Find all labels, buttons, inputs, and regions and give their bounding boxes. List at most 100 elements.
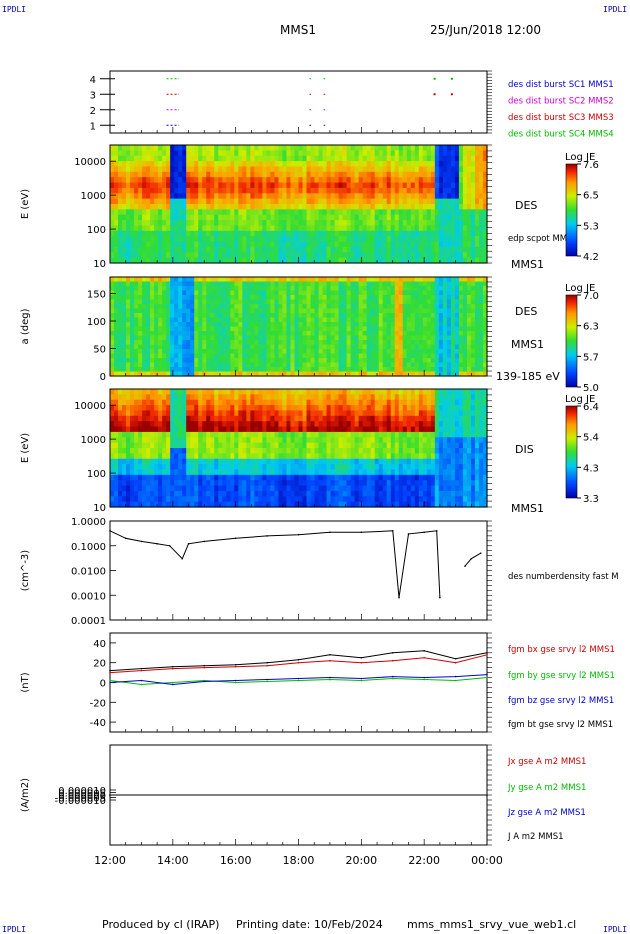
des_pitch-cell (410, 317, 416, 323)
des_energy-cell (266, 209, 272, 216)
des_pitch-cell (126, 317, 131, 323)
des_energy-cell (114, 246, 119, 253)
des_energy-cell (418, 214, 424, 221)
des_energy-cell (338, 166, 344, 173)
des_pitch-cell (398, 313, 404, 319)
des_energy-cell (282, 204, 288, 210)
des_energy-cell (470, 187, 476, 194)
des_energy-cell (150, 145, 155, 151)
des_energy-cell (298, 150, 304, 157)
des_pitch-cell (214, 322, 219, 328)
des_pitch-cell (370, 340, 376, 346)
des_energy-cell (190, 150, 195, 157)
des_energy-cell (378, 252, 384, 259)
des_energy-cell (402, 155, 408, 162)
des_pitch-cell (126, 304, 131, 310)
des_pitch-cell (126, 335, 131, 341)
des_pitch-cell (458, 322, 464, 328)
des_pitch-cell (306, 304, 312, 310)
des_pitch-cell (450, 362, 456, 368)
des_pitch-cell (446, 349, 452, 355)
des_energy-cell (170, 230, 175, 237)
des_pitch-cell (294, 313, 300, 319)
des_pitch-cell (110, 313, 115, 319)
des_energy-cell (118, 150, 123, 157)
dis_energy-cell (214, 410, 219, 417)
des_energy-cell (238, 155, 243, 162)
des_pitch-cell (342, 358, 348, 364)
des_pitch-cell (262, 335, 268, 341)
des_energy-cell (482, 209, 488, 216)
des_energy-cell (198, 187, 203, 194)
dis_energy-cell (186, 490, 191, 497)
dis_energy-cell (170, 485, 175, 492)
des_energy-cell (382, 145, 388, 151)
des_energy-cell (326, 145, 332, 151)
des_pitch-cell (134, 308, 139, 314)
des_energy-cell (450, 171, 456, 178)
des_energy-cell (414, 182, 420, 189)
des_pitch-cell (202, 367, 207, 373)
des_energy-cell (426, 161, 432, 168)
des_energy-cell (298, 220, 304, 227)
des_pitch-cell (478, 331, 484, 337)
des_pitch-cell (342, 362, 348, 368)
des_energy-cell (306, 193, 312, 200)
des_pitch-cell (270, 308, 276, 314)
des_pitch-cell (322, 340, 328, 346)
des_energy-cell (294, 220, 300, 227)
des_energy-cell (406, 161, 412, 168)
des_energy-cell (430, 220, 436, 227)
des_energy-cell (342, 225, 348, 232)
des_energy-cell (142, 241, 147, 248)
des_pitch-cell (482, 317, 488, 323)
des_pitch-cell (218, 322, 223, 328)
des_energy-cell (374, 177, 380, 184)
dis_energy-cell (182, 442, 187, 449)
dis_energy-cell (154, 426, 159, 433)
des_pitch-cell (322, 349, 328, 355)
des_pitch-cell (290, 344, 296, 350)
des_pitch-cell (350, 371, 356, 377)
des_energy-cell (154, 177, 159, 184)
des_energy-cell (250, 166, 255, 173)
des_energy-cell (442, 145, 448, 151)
des_pitch-cell (342, 349, 348, 355)
des_pitch-cell (402, 362, 408, 368)
des_pitch-cell (170, 326, 175, 332)
des_pitch-cell (286, 353, 292, 359)
des_pitch-cell (458, 353, 464, 359)
des_energy-cell (450, 182, 456, 189)
des_pitch-cell (306, 326, 312, 332)
des_energy-cell (146, 171, 151, 178)
des_energy-cell (350, 220, 356, 227)
des_pitch-cell (426, 295, 432, 301)
des_energy-cell (362, 193, 368, 200)
des_energy-cell (390, 187, 396, 194)
des_energy-cell (166, 204, 171, 210)
des_energy-cell (338, 225, 344, 232)
des_energy-cell (158, 155, 163, 162)
des_energy-cell (142, 204, 147, 210)
des_pitch-cell (426, 308, 432, 314)
des_pitch-cell (318, 313, 324, 319)
dis_energy-cell (202, 437, 207, 444)
dis_energy-cell (190, 421, 195, 428)
dis_energy-cell (202, 448, 207, 454)
dis_energy-cell (138, 485, 143, 492)
des_pitch-cell (270, 286, 276, 292)
des_energy-cell (422, 257, 428, 264)
dis_energy-cell (162, 501, 167, 508)
dis_energy-heatmap (110, 389, 488, 508)
des_pitch-cell (394, 344, 400, 350)
des_pitch-cell (218, 335, 223, 341)
des_pitch-cell (234, 349, 239, 355)
des_pitch-cell (302, 367, 308, 373)
dis_energy-cell (158, 464, 163, 471)
des_energy-cell (178, 214, 183, 221)
des_pitch-cell (214, 349, 219, 355)
des_energy-cell (158, 204, 163, 210)
des_energy-cell (326, 150, 332, 157)
des_energy-cell (294, 257, 300, 264)
des_energy-cell (274, 193, 280, 200)
